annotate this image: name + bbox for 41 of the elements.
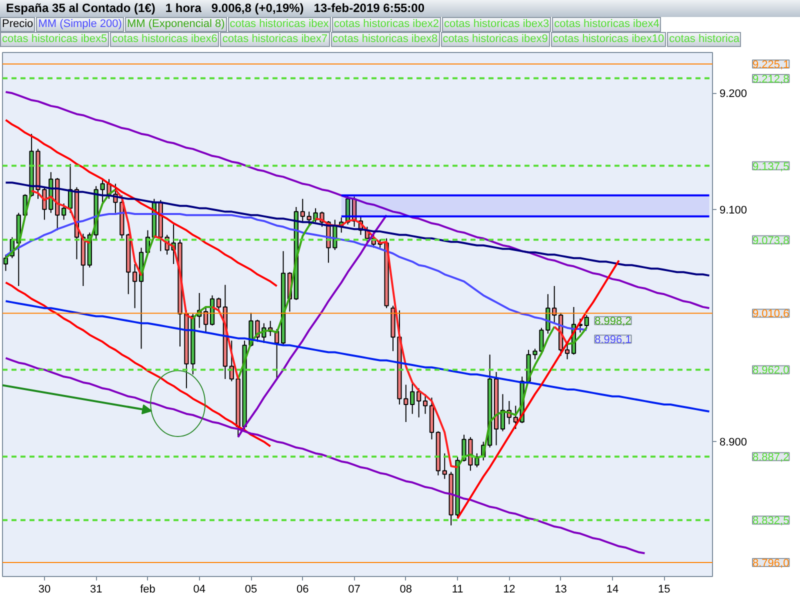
x-tick-label: 12 (503, 584, 516, 596)
ref-line-label: 9.212,8 (752, 74, 790, 86)
x-tick-label: 05 (244, 584, 258, 596)
x-tick-label: 06 (296, 584, 309, 596)
annotation: cotas historicas ibex3 (442, 17, 552, 32)
x-tick-label: 13 (554, 584, 567, 596)
ref-line-label: 8.832,5 (752, 515, 790, 528)
y-tick-label: 9.200 (720, 88, 748, 100)
annotation: cotas historicas ibex5 (0, 32, 110, 47)
legend-label: MM (Simple 200) (36, 17, 124, 32)
x-tick-label: 14 (606, 584, 619, 596)
x-tick-label: 15 (658, 584, 670, 596)
annotation: cotas historicas ibex9 (440, 32, 550, 47)
x-tick-label: 11 (452, 584, 464, 596)
annotation: cotas historicas ibex (228, 17, 331, 32)
annotation: cotas historicas ibex4 (552, 17, 662, 32)
annotation: cotas historicas ibex8 (330, 32, 440, 47)
annotation: cotas historicas ibex7 (220, 32, 330, 47)
x-tick-label: 08 (400, 584, 412, 596)
x-tick-label: 07 (348, 584, 360, 596)
chart-title: España 35 al Contado (1€) 1 hora 9.006,8 (+0,19%) 13-feb-2019 6:55:00 (0, 0, 800, 17)
ref-line-label: 8.796,0 (752, 558, 790, 570)
ref-line-label: 9.010,6 (752, 308, 790, 320)
annotation: cotas historicas ibex6 (110, 32, 220, 47)
ref-line-label: 9.137,5 (752, 160, 790, 173)
annotation: cotas historicas ibex2 (332, 17, 441, 32)
annotation: cotas historica (667, 32, 742, 47)
ref-line-label: 9.225,1 (752, 59, 790, 71)
ref-line-label: 8.887,2 (752, 452, 790, 464)
ref-line-label: 9.073,8 (752, 234, 790, 247)
x-tick-label: 31 (90, 584, 102, 596)
x-tick-label: 30 (38, 584, 51, 596)
annotation: cotas historicas ibex10 (550, 32, 666, 47)
y-tick-label: 8.900 (720, 436, 748, 449)
x-tick-label: 04 (193, 584, 206, 596)
legend-label: Precio (0, 17, 36, 32)
ref-line-label: 8.962,0 (752, 364, 790, 377)
x-tick-label: feb (140, 584, 156, 596)
y-tick-label: 9.100 (720, 204, 748, 216)
data-label: 8.998,2 (594, 316, 632, 328)
legend-label: MM (Exponencial 8) (124, 17, 227, 32)
